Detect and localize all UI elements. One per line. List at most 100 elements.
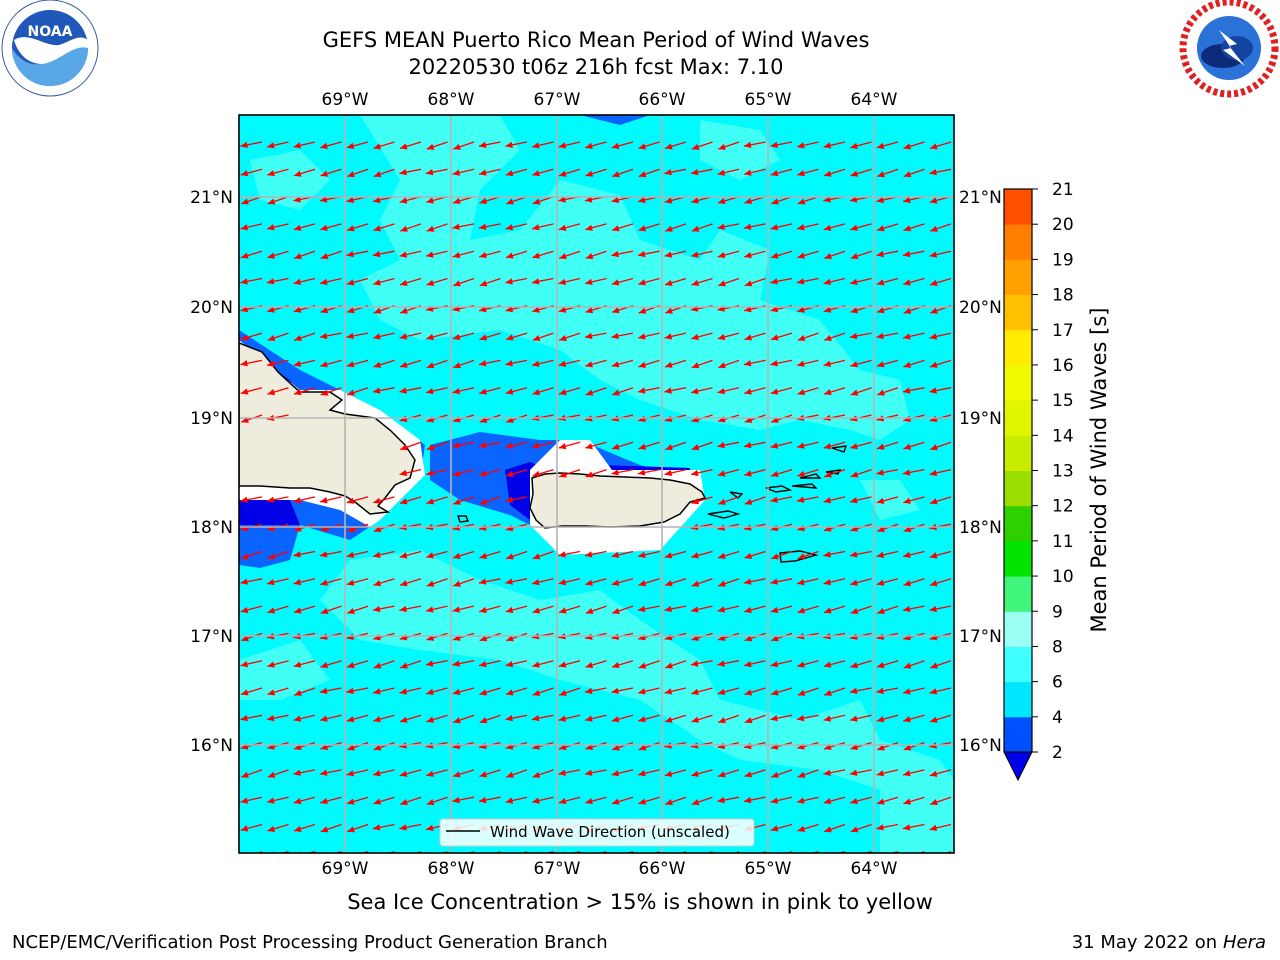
wind-wave-arrowhead [558, 389, 567, 396]
wind-wave-arrowhead [744, 606, 752, 614]
wind-wave-arrowhead [372, 250, 381, 258]
wind-wave-arrowhead [611, 662, 620, 669]
lat-label-left: 19°N [190, 409, 233, 429]
wind-wave-arrowhead [797, 579, 805, 586]
wind-wave-arrowhead [612, 744, 620, 751]
wind-wave-arrowhead [505, 442, 514, 449]
wind-wave-arrowhead [717, 660, 725, 667]
colorbar-tick-label: 18 [1052, 286, 1074, 306]
wind-wave-arrowhead [743, 796, 752, 804]
wind-wave-arrowhead [532, 442, 540, 449]
wind-wave-arrowhead [346, 662, 355, 669]
national-weather-service-logo [1179, 0, 1279, 98]
wind-wave-arrowhead [479, 606, 487, 614]
wind-wave-arrowhead [319, 769, 328, 776]
wind-wave-arrowhead [823, 661, 832, 668]
wind-wave-arrowhead [426, 799, 435, 806]
wind-wave-arrowhead [241, 854, 249, 860]
wind-wave-arrowhead [611, 716, 620, 723]
lon-label-bottom: 68°W [428, 859, 475, 879]
wind-wave-arrowhead [876, 579, 885, 586]
wind-wave-arrowhead [903, 361, 912, 368]
lat-label-right: 20°N [959, 298, 1002, 318]
wind-wave-arrowhead [267, 607, 276, 614]
wind-wave-arrowhead [453, 362, 461, 369]
wind-wave-arrowhead [797, 198, 806, 205]
wind-wave-arrowhead [426, 552, 434, 559]
lat-label-right: 16°N [959, 736, 1002, 756]
wind-wave-arrowhead [638, 307, 647, 314]
wind-wave-arrowhead [929, 279, 938, 286]
wind-wave-arrowhead [267, 170, 275, 177]
wind-wave-arrowhead [850, 278, 858, 285]
wind-wave-arrowhead [691, 552, 699, 559]
wind-wave-arrowhead [664, 251, 673, 258]
wind-wave-arrowhead [638, 196, 646, 204]
wind-wave-arrowhead [585, 389, 594, 396]
wind-wave-arrowhead [876, 196, 885, 204]
wind-wave-arrowhead [930, 444, 938, 451]
wind-wave-arrowhead [373, 497, 381, 504]
wind-wave-arrowhead [373, 688, 381, 695]
wind-wave-arrowhead [823, 306, 832, 313]
wind-wave-arrowhead [346, 361, 355, 368]
wind-wave-arrowhead [929, 498, 938, 505]
wind-wave-arrowhead [478, 796, 487, 804]
wind-wave-arrowhead [585, 278, 593, 285]
wind-wave-arrowhead [717, 796, 725, 804]
wind-wave-arrowhead [850, 224, 858, 231]
wind-wave-arrowhead [850, 443, 858, 450]
lon-label-bottom: 64°W [851, 859, 898, 879]
wind-wave-arrowhead [585, 662, 594, 669]
wind-wave-arrowhead [426, 824, 434, 831]
wind-wave-arrowhead [717, 333, 726, 341]
wind-wave-arrowhead [373, 333, 381, 340]
wind-wave-arrowhead [930, 307, 938, 314]
wind-wave-arrowhead [797, 689, 806, 696]
colorbar-segment [1004, 716, 1032, 753]
wind-wave-arrowhead [638, 279, 646, 286]
wind-wave-arrowhead [320, 797, 328, 805]
wind-wave-arrowhead [532, 389, 541, 396]
wind-wave-arrowhead [929, 824, 938, 831]
lat-label-left: 16°N [190, 736, 233, 756]
wind-wave-arrowhead [558, 306, 567, 313]
wind-wave-arrowhead [240, 252, 249, 259]
wind-wave-arrowhead [664, 552, 673, 559]
wind-wave-arrowhead [664, 716, 673, 723]
footer-host: Hera [1222, 932, 1266, 953]
wind-wave-arrowhead [690, 169, 699, 176]
wind-wave-arrowhead [267, 198, 276, 205]
wind-wave-arrowhead [266, 278, 275, 285]
wind-wave-arrowhead [770, 689, 779, 696]
wind-wave-arrowhead [929, 197, 938, 204]
wind-wave-arrowhead [611, 361, 620, 368]
wind-wave-arrowhead [612, 607, 620, 615]
wind-wave-arrowhead [744, 660, 752, 668]
wind-wave-arrowhead [240, 660, 249, 668]
wind-wave-arrowhead [293, 224, 302, 231]
wind-wave-arrowhead [346, 250, 354, 258]
wind-wave-arrowhead [267, 360, 275, 367]
wind-wave-arrowhead [532, 224, 540, 231]
wind-wave-arrowhead [293, 607, 302, 614]
wind-wave-arrowhead [929, 169, 937, 176]
wind-wave-arrowhead [929, 716, 938, 723]
wind-wave-arrowhead [531, 715, 540, 722]
wind-wave-arrowhead [559, 689, 567, 696]
wind-wave-arrowhead [849, 332, 858, 340]
wind-wave-arrowhead [240, 715, 248, 722]
wind-wave-arrowhead [611, 579, 620, 586]
wind-wave-arrowhead [902, 605, 911, 613]
wind-wave-arrowhead [664, 580, 673, 587]
chart-subtitle: 20220530 t06z 216h fcst Max: 7.10 [408, 55, 784, 79]
wind-wave-arrowhead [373, 798, 382, 805]
wind-wave-arrowhead [293, 797, 302, 805]
wind-wave-arrowhead [479, 660, 487, 668]
wind-wave-arrowhead [346, 687, 354, 695]
colorbar-segment [1004, 364, 1032, 401]
wind-wave-arrowhead [850, 715, 858, 722]
wind-wave-arrowhead [797, 306, 805, 313]
wind-wave-arrowhead [426, 251, 434, 258]
wind-wave-arrowhead [399, 716, 408, 723]
